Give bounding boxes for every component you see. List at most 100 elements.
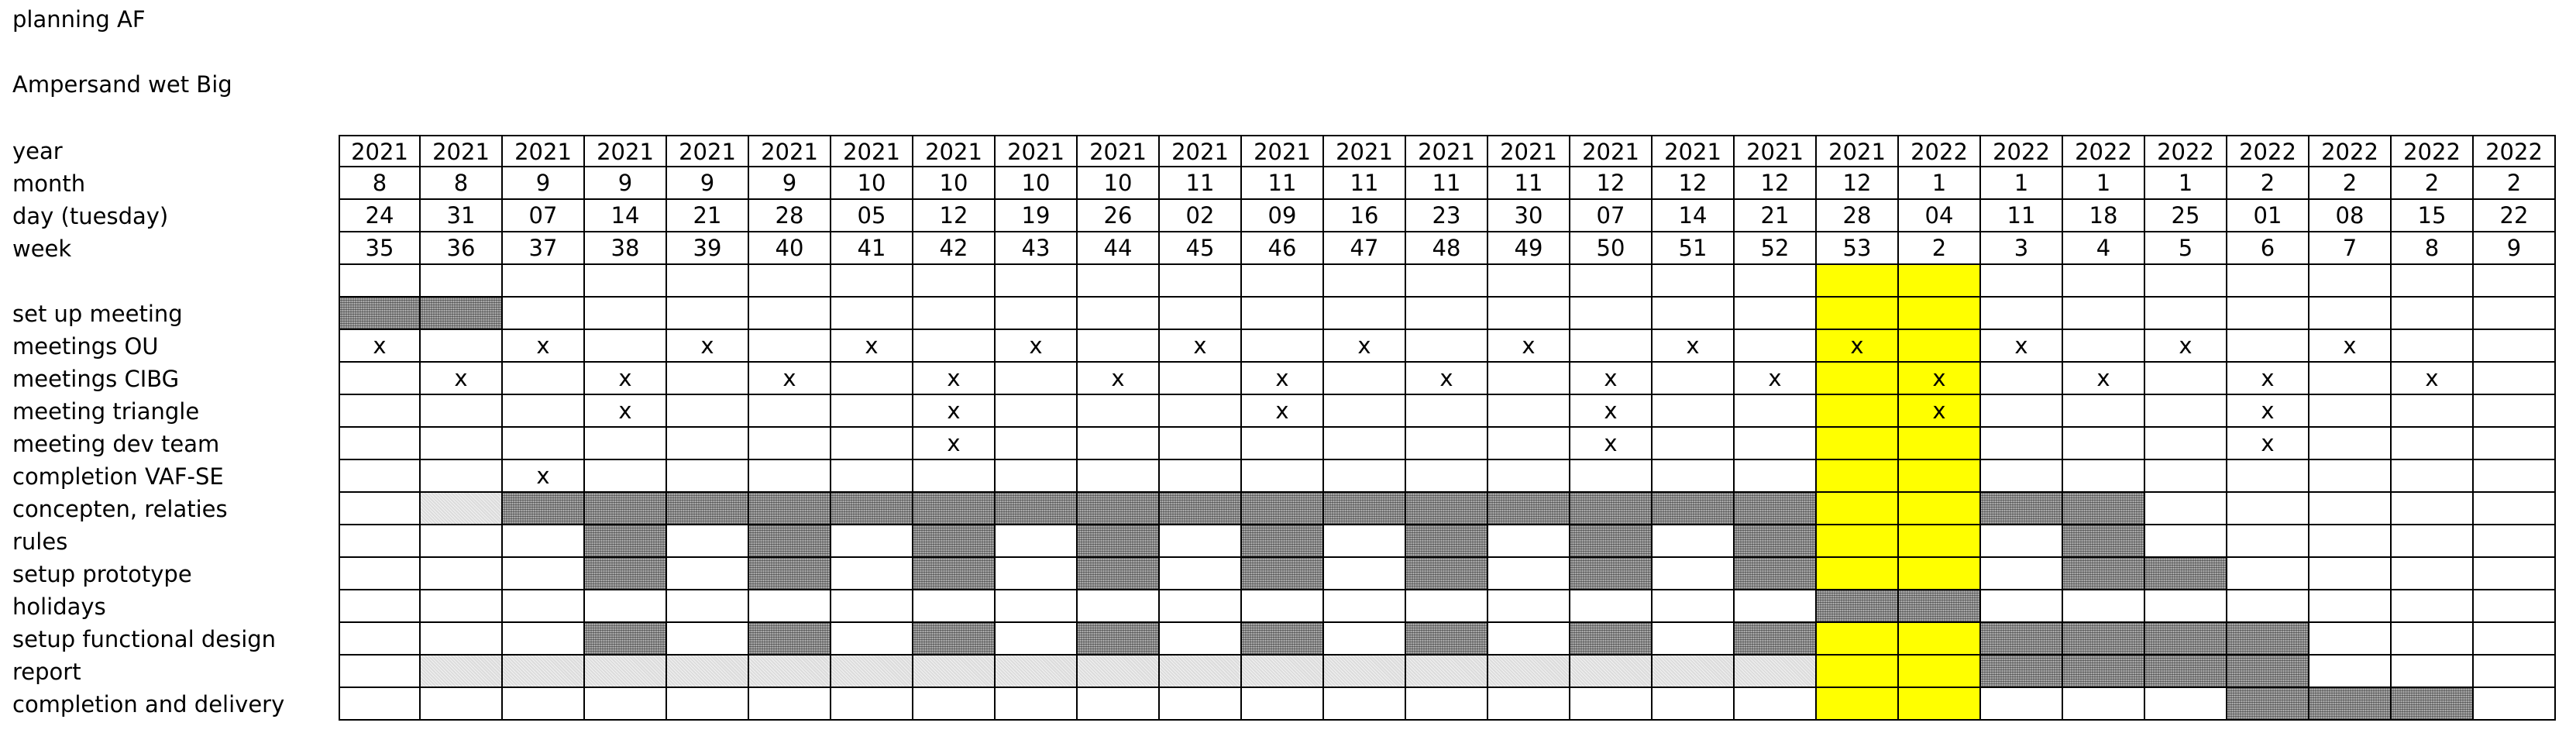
task-cell — [2145, 298, 2227, 330]
task-bar — [996, 493, 1078, 525]
task-cell — [1488, 558, 1570, 590]
header-cell: 12 — [1817, 167, 1899, 200]
task-cell — [996, 428, 1078, 460]
task-cell — [1899, 460, 1981, 493]
task-cell — [1160, 558, 1242, 590]
spacer-cell — [1242, 265, 1324, 298]
task-cell — [1735, 395, 1817, 428]
header-cell: 09 — [1242, 200, 1324, 232]
header-cell: 2 — [2227, 167, 2309, 200]
task-bar — [749, 493, 831, 525]
task-mark: x — [585, 363, 667, 395]
task-cell — [2474, 623, 2556, 656]
task-cell — [503, 656, 585, 688]
header-cell: 04 — [1899, 200, 1981, 232]
task-cell — [1981, 298, 2063, 330]
task-mark: x — [1324, 330, 1406, 363]
task-mark: x — [1570, 395, 1653, 428]
task-bar — [1981, 623, 2063, 656]
header-cell: 2021 — [996, 135, 1078, 167]
task-cell — [996, 688, 1078, 721]
task-cell — [2145, 395, 2227, 428]
task-mark: x — [749, 363, 831, 395]
task-mark: x — [339, 330, 421, 363]
task-cell — [1324, 688, 1406, 721]
header-cell: 21 — [667, 200, 749, 232]
header-cell: 2021 — [421, 135, 503, 167]
task-mark: x — [913, 395, 996, 428]
task-cell — [1078, 395, 1160, 428]
header-cell: 07 — [1570, 200, 1653, 232]
task-cell — [1653, 363, 1735, 395]
header-cell: 2021 — [1406, 135, 1488, 167]
header-cell: 08 — [2309, 200, 2392, 232]
task-bar — [1570, 493, 1653, 525]
header-cell: 2022 — [1899, 135, 1981, 167]
header-cell: 8 — [339, 167, 421, 200]
header-cell: 51 — [1653, 232, 1735, 265]
task-cell — [1899, 493, 1981, 525]
task-cell — [1899, 428, 1981, 460]
task-cell — [996, 623, 1078, 656]
spacer-cell — [1735, 265, 1817, 298]
header-cell: 2021 — [1735, 135, 1817, 167]
task-cell — [1817, 623, 1899, 656]
header-cell: 18 — [2063, 200, 2145, 232]
task-cell — [1406, 460, 1488, 493]
task-bar — [749, 623, 831, 656]
task-mark: x — [1570, 428, 1653, 460]
task-mark: x — [1653, 330, 1735, 363]
task-cell — [667, 298, 749, 330]
task-cell — [421, 330, 503, 363]
task-bar — [2309, 688, 2392, 721]
row-label: day (tuesday) — [12, 203, 169, 229]
header-cell: 2022 — [2145, 135, 2227, 167]
header-cell: 49 — [1488, 232, 1570, 265]
task-bar — [2392, 688, 2474, 721]
task-cell — [1078, 460, 1160, 493]
task-cell — [1078, 590, 1160, 623]
task-bar — [1735, 493, 1817, 525]
task-cell — [339, 428, 421, 460]
spacer-cell — [1324, 265, 1406, 298]
task-cell — [1981, 460, 2063, 493]
header-cell: 8 — [421, 167, 503, 200]
task-cell — [2063, 298, 2145, 330]
task-cell — [503, 525, 585, 558]
header-cell: 35 — [339, 232, 421, 265]
task-bar — [831, 493, 913, 525]
task-cell — [1160, 590, 1242, 623]
task-cell — [339, 656, 421, 688]
row-label: year — [12, 138, 63, 164]
header-cell: 2021 — [339, 135, 421, 167]
task-cell — [1653, 298, 1735, 330]
task-cell — [585, 688, 667, 721]
task-bar — [2063, 493, 2145, 525]
task-cell — [421, 460, 503, 493]
task-cell — [1406, 688, 1488, 721]
task-cell — [749, 656, 831, 688]
task-cell — [585, 460, 667, 493]
task-mark: x — [1817, 330, 1899, 363]
task-cell — [1242, 428, 1324, 460]
task-cell — [1817, 656, 1899, 688]
task-bar — [339, 298, 421, 330]
task-cell — [2474, 688, 2556, 721]
task-mark: x — [2227, 395, 2309, 428]
task-cell — [1406, 656, 1488, 688]
task-cell — [2309, 656, 2392, 688]
header-cell: 2021 — [667, 135, 749, 167]
task-cell — [1735, 428, 1817, 460]
header-cell: 11 — [1160, 167, 1242, 200]
task-cell — [1735, 330, 1817, 363]
task-cell — [2474, 460, 2556, 493]
task-cell — [339, 525, 421, 558]
header-cell: 9 — [585, 167, 667, 200]
spacer-cell — [585, 265, 667, 298]
spacer-cell — [1078, 265, 1160, 298]
task-mark: x — [2227, 428, 2309, 460]
task-cell — [1488, 623, 1570, 656]
task-cell — [2309, 363, 2392, 395]
task-cell — [1488, 428, 1570, 460]
header-cell: 48 — [1406, 232, 1488, 265]
